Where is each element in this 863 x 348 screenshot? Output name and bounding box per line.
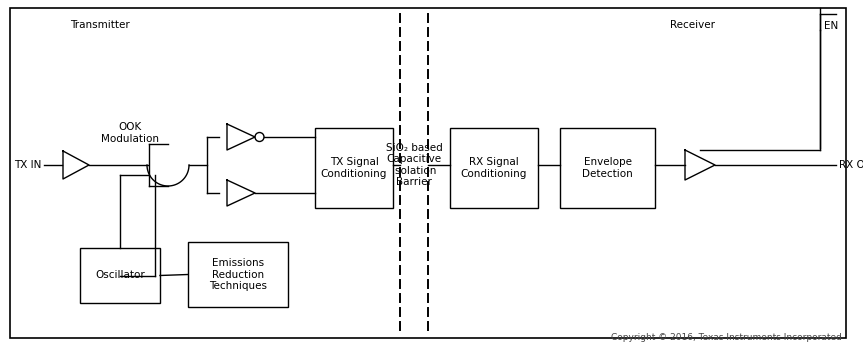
Text: Receiver: Receiver <box>670 20 715 30</box>
Text: OOK
Modulation: OOK Modulation <box>101 122 159 144</box>
Bar <box>560 128 655 208</box>
Bar <box>80 248 160 303</box>
Text: Envelope
Detection: Envelope Detection <box>583 157 633 179</box>
Text: Transmitter: Transmitter <box>70 20 129 30</box>
Text: TX IN: TX IN <box>14 160 41 170</box>
Text: RX OUT: RX OUT <box>839 160 863 170</box>
Text: RX Signal
Conditioning: RX Signal Conditioning <box>461 157 527 179</box>
Text: EN: EN <box>824 21 838 31</box>
Bar <box>315 128 393 208</box>
Text: Emissions
Reduction
Techniques: Emissions Reduction Techniques <box>209 258 267 291</box>
Text: TX Signal
Conditioning: TX Signal Conditioning <box>321 157 387 179</box>
Text: Copyright © 2016, Texas Instruments Incorporated: Copyright © 2016, Texas Instruments Inco… <box>611 333 842 342</box>
Text: Oscillator: Oscillator <box>95 270 145 280</box>
Bar <box>188 242 288 307</box>
Bar <box>450 128 538 208</box>
Text: SiO₂ based
Capacitive
Isolation
Barrier: SiO₂ based Capacitive Isolation Barrier <box>386 143 443 188</box>
